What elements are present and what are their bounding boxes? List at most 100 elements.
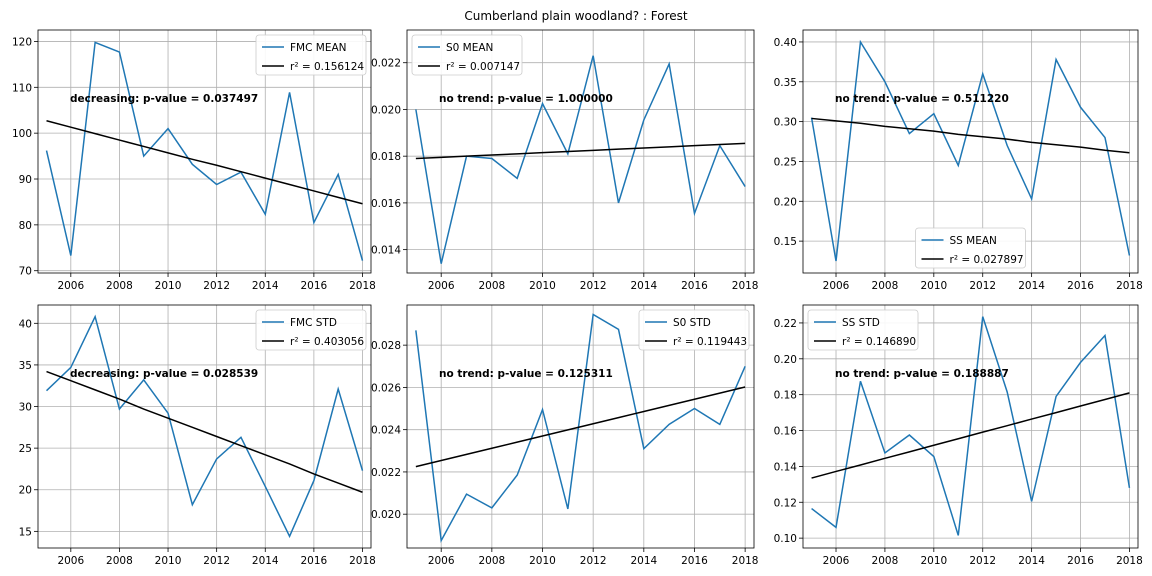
y-tick-label: 0.16 — [774, 426, 798, 438]
y-tick-label: 0.22 — [774, 318, 797, 330]
legend-box — [255, 309, 367, 351]
p-value-annotation: no trend: p-value = 0.125311 — [439, 368, 613, 380]
legend-label: S0 STD — [673, 317, 711, 329]
legend: SS STD r² = 0.146890 — [807, 309, 919, 351]
p-value-annotation: no trend: p-value = 0.511220 — [835, 93, 1009, 105]
legend-label: r² = 0.156124 — [290, 61, 364, 73]
legend-label: r² = 0.403056 — [290, 336, 364, 348]
subplot-3: 2006 2008 2010 2012 2014 2016 2018 0.15 0.20 0.25… — [774, 29, 1143, 292]
x-tick-label: 2012 — [203, 555, 230, 567]
x-tick-label: 2018 — [349, 555, 376, 567]
y-tick-label: 110 — [12, 82, 32, 94]
legend-label: r² = 0.146890 — [842, 336, 916, 348]
x-tick-label: 2012 — [969, 555, 996, 567]
y-tick-label: 0.12 — [774, 497, 797, 509]
p-value-annotation: no trend: p-value = 1.000000 — [439, 93, 613, 105]
plot-frame — [37, 29, 372, 274]
x-tick-label: 2008 — [106, 280, 133, 292]
legend-label: r² = 0.027897 — [950, 254, 1024, 266]
x-tick-label: 2006 — [823, 555, 850, 567]
x-tick-label: 2014 — [1018, 555, 1045, 567]
x-tick-label: 2006 — [428, 555, 455, 567]
legend-label: FMC MEAN — [290, 42, 347, 54]
x-tick-label: 2016 — [301, 280, 328, 292]
legend-label: r² = 0.119443 — [673, 336, 747, 348]
y-tick-label: 0.14 — [774, 461, 798, 473]
x-tick-label: 2012 — [580, 555, 607, 567]
x-tick-label: 2018 — [732, 555, 759, 567]
x-tick-label: 2018 — [349, 280, 376, 292]
x-tick-label: 2010 — [155, 555, 182, 567]
y-tick-label: 30 — [19, 402, 32, 414]
y-tick-label: 0.10 — [774, 533, 797, 545]
y-tick-label: 70 — [19, 266, 32, 278]
legend-box — [255, 34, 367, 76]
y-tick-label: 90 — [19, 174, 32, 186]
plot-frame — [406, 304, 755, 549]
y-tick-label: 120 — [12, 36, 32, 48]
x-tick-label: 2016 — [1067, 280, 1094, 292]
subplot-2: 2006 2008 2010 2012 2014 2016 2018 0.014 0.016 0.… — [371, 29, 759, 292]
plot-frame — [406, 29, 755, 274]
legend: FMC STD r² = 0.403056 — [255, 309, 367, 351]
x-tick-label: 2016 — [301, 555, 328, 567]
y-tick-label: 15 — [19, 526, 32, 538]
legend-label: SS STD — [842, 317, 880, 329]
plot-frame — [37, 304, 372, 549]
y-tick-label: 100 — [12, 128, 32, 140]
x-tick-label: 2018 — [1116, 555, 1143, 567]
y-tick-label: 20 — [19, 485, 32, 497]
data-series-line — [45, 314, 364, 539]
legend: SS MEAN r² = 0.027897 — [915, 227, 1026, 269]
legend-label: SS MEAN — [950, 235, 997, 247]
legend-box — [638, 309, 750, 351]
y-tick-label: 0.15 — [774, 236, 797, 248]
legend: FMC MEAN r² = 0.156124 — [255, 34, 367, 76]
y-tick-label: 0.40 — [774, 37, 797, 49]
y-tick-label: 0.20 — [774, 196, 797, 208]
trend-line — [811, 392, 1130, 479]
x-tick-label: 2014 — [630, 555, 657, 567]
data-series-line — [811, 316, 1131, 536]
y-tick-label: 0.18 — [774, 390, 797, 402]
y-tick-label: 0.022 — [371, 467, 401, 479]
p-value-annotation: decreasing: p-value = 0.028539 — [70, 368, 258, 380]
x-tick-label: 2008 — [872, 280, 899, 292]
legend-box — [411, 34, 523, 76]
y-tick-label: 35 — [19, 360, 32, 372]
y-tick-label: 0.25 — [774, 156, 797, 168]
subplot-5: 2006 2008 2010 2012 2014 2016 2018 0.020 0.022 0.… — [371, 304, 759, 567]
x-tick-label: 2018 — [1116, 280, 1143, 292]
subplot-1: 2006 2008 2010 2012 2014 2016 2018 70 80 90 100 110… — [12, 29, 376, 292]
y-tick-label: 0.020 — [371, 509, 401, 521]
subplot-6: 2006 2008 2010 2012 2014 2016 2018 0.10 0.12 0.14… — [774, 304, 1143, 567]
data-series-line — [810, 39, 1131, 262]
trend-line — [46, 120, 363, 205]
x-tick-label: 2010 — [920, 280, 947, 292]
y-tick-label: 0.028 — [371, 340, 401, 352]
x-tick-label: 2006 — [57, 555, 84, 567]
x-tick-label: 2016 — [681, 280, 708, 292]
trend-line — [811, 117, 1130, 154]
x-tick-label: 2014 — [1018, 280, 1045, 292]
legend-box — [915, 227, 1026, 269]
trend-line — [46, 370, 363, 493]
x-tick-label: 2014 — [252, 555, 279, 567]
y-tick-label: 0.014 — [371, 245, 401, 257]
x-tick-label: 2016 — [681, 555, 708, 567]
x-tick-label: 2018 — [732, 280, 759, 292]
legend: S0 MEAN r² = 0.007147 — [411, 34, 523, 76]
plot-frame — [802, 29, 1139, 274]
y-tick-label: 0.022 — [371, 58, 401, 70]
y-tick-label: 40 — [19, 318, 32, 330]
p-value-annotation: no trend: p-value = 0.188887 — [835, 368, 1009, 380]
p-value-annotation: decreasing: p-value = 0.037497 — [70, 93, 258, 105]
figure-title: Cumberland plain woodland? : Forest — [464, 9, 688, 23]
legend-label: r² = 0.007147 — [446, 61, 520, 73]
trend-line — [415, 142, 746, 160]
legend-label: FMC STD — [290, 317, 337, 329]
subplot-4: 2006 2008 2010 2012 2014 2016 2018 15 20 25 30 35 40… — [19, 304, 376, 567]
trend-line — [415, 386, 746, 468]
x-tick-label: 2008 — [872, 555, 899, 567]
